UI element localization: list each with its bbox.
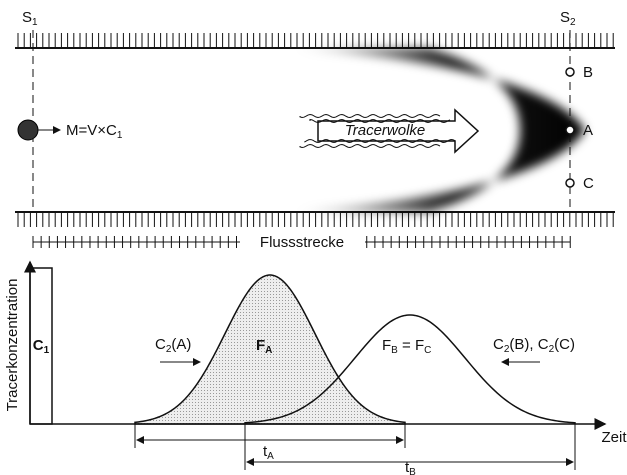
reach-label: Flussstrecke <box>260 234 344 251</box>
text-part: C <box>33 337 44 354</box>
points: B A C <box>565 64 594 192</box>
x-axis-label: Zeit <box>601 429 627 446</box>
cloud-label: Tracerwolke <box>345 122 426 139</box>
subscript: B <box>391 345 398 356</box>
curve-a <box>134 274 406 425</box>
subscript: 2 <box>570 17 576 28</box>
point-label: A <box>583 122 593 139</box>
river-banks <box>17 33 614 227</box>
text-part: S <box>22 9 32 26</box>
subscript: 2 <box>504 344 510 355</box>
text-part: (A) <box>171 336 191 353</box>
area-bc-label: FB = FC <box>382 337 431 356</box>
time-b-label: tB <box>405 459 416 475</box>
source-label: M=V×C1 <box>66 122 123 141</box>
text-part: F <box>382 337 391 354</box>
time-brackets <box>134 424 576 470</box>
point-label: C <box>583 175 594 192</box>
text-part: t <box>405 459 410 475</box>
y-axis-label: Tracerkonzentration <box>4 279 21 412</box>
point-b <box>565 67 575 77</box>
text-part: C <box>493 336 504 353</box>
text-part: F <box>256 337 265 354</box>
text-part: (C) <box>554 336 575 353</box>
point-label: B <box>583 64 593 81</box>
subscript: 2 <box>166 344 172 355</box>
text-part: = F <box>398 337 424 354</box>
label-s1: S1 <box>22 9 38 28</box>
curve-bc-label: C2(B), C2(C) <box>493 336 575 355</box>
curve-a-label: C2(A) <box>155 336 191 355</box>
text-part: S <box>560 9 570 26</box>
text-part: M=V×C <box>66 122 117 139</box>
text-part: t <box>263 443 268 460</box>
subscript: 1 <box>117 130 123 141</box>
text-part: (B), C <box>509 336 548 353</box>
source-point <box>17 119 39 141</box>
label-s2: S2 <box>560 9 576 28</box>
wave-lines <box>299 113 456 149</box>
curve-bc <box>244 314 576 424</box>
time-a-label: tA <box>263 443 274 462</box>
tracer-cloud <box>290 48 585 212</box>
subscript: B <box>409 467 416 475</box>
subscript: 1 <box>32 17 38 28</box>
subscript: 2 <box>549 344 555 355</box>
input-label: C1 <box>33 337 50 356</box>
subscript: 1 <box>44 345 50 356</box>
subscript: A <box>265 345 272 356</box>
text-part: C <box>155 336 166 353</box>
subscript: C <box>424 345 431 356</box>
cloud-arrow <box>317 108 480 154</box>
point-a <box>565 125 575 135</box>
point-c <box>565 178 575 188</box>
area-a-label: FA <box>256 337 272 356</box>
subscript: A <box>267 451 274 462</box>
reach-label-bg <box>240 232 365 252</box>
